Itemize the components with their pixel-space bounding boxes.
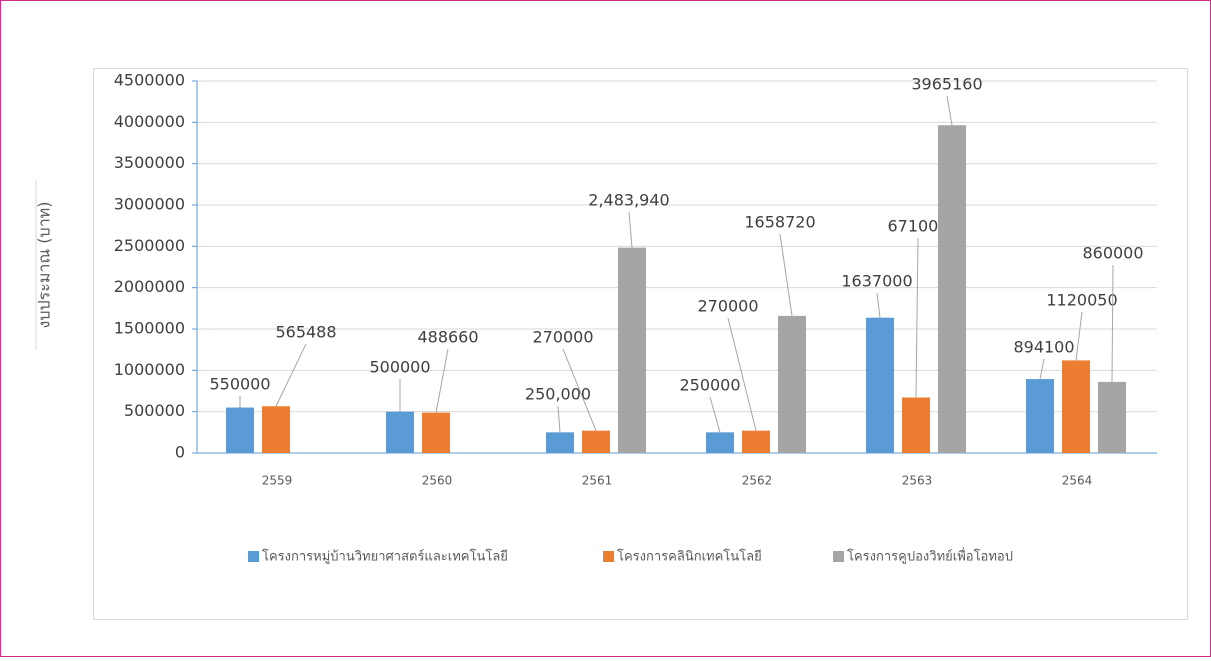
y-tick-label: 1500000 [114, 319, 185, 338]
leader-line [557, 405, 561, 433]
x-tick-label: 2562 [742, 474, 773, 488]
legend-label: โครงการคลินิกเทคโนโลยี [617, 549, 762, 565]
y-tick-label: 500000 [124, 401, 185, 420]
leader-line [876, 292, 881, 318]
leader-line [435, 348, 449, 413]
data-label: 550000 [209, 375, 270, 394]
x-tick-label: 2559 [262, 474, 293, 488]
leader-line [946, 95, 953, 126]
leader-line [1039, 358, 1045, 380]
legend-swatch [603, 551, 614, 562]
bar [742, 430, 770, 453]
leader-line [275, 343, 307, 407]
data-label: 565488 [275, 323, 336, 342]
bar [1026, 379, 1054, 453]
bar [938, 125, 966, 453]
data-label: 270000 [697, 297, 758, 316]
bar [546, 432, 574, 453]
bar [422, 412, 450, 453]
bar [1098, 381, 1126, 453]
data-label: 488660 [417, 328, 478, 347]
data-label: 250000 [679, 376, 740, 395]
data-label: 500000 [369, 358, 430, 377]
y-tick-label: 4000000 [114, 112, 185, 131]
leader-line [779, 233, 793, 316]
leader-line [628, 211, 633, 248]
bar [706, 432, 734, 453]
y-tick-label: 1000000 [114, 360, 185, 379]
bar [582, 430, 610, 453]
data-label: 1658720 [744, 213, 815, 232]
bar [866, 317, 894, 453]
legend-swatch [833, 551, 844, 562]
legend-label: โครงการหมู่บ้านวิทยาศาสตร์และเทคโนโลยี [262, 549, 508, 565]
bar [778, 315, 806, 453]
bar [618, 247, 646, 453]
bar [902, 397, 930, 453]
data-label: 3965160 [911, 75, 982, 94]
y-tick-label: 3000000 [114, 195, 185, 214]
y-tick-label: 0 [175, 443, 185, 462]
legend-label: โครงการคูปองวิทย์เพื่อโอทอป [847, 548, 1013, 565]
legend-swatch [248, 551, 259, 562]
bar [226, 407, 254, 453]
data-label: 250,000 [525, 385, 591, 404]
x-tick-label: 2560 [422, 474, 453, 488]
y-tick-label: 3500000 [114, 153, 185, 172]
leader-line [915, 237, 919, 398]
bar [386, 411, 414, 453]
data-label: 2,483,940 [588, 191, 669, 210]
data-label: 894100 [1013, 338, 1074, 357]
bar [262, 406, 290, 453]
y-axis-title: งบประมาณ (บาท) [35, 202, 54, 329]
chart-area [93, 68, 1188, 620]
y-tick-label: 2500000 [114, 236, 185, 255]
leader-line [1075, 311, 1083, 361]
x-tick-label: 2564 [1062, 474, 1093, 488]
data-label: 671000 [887, 217, 948, 236]
leader-line [709, 396, 721, 433]
y-tick-label: 4500000 [114, 71, 185, 90]
x-tick-label: 2561 [582, 474, 613, 488]
bar [1062, 360, 1090, 453]
y-tick-label: 2000000 [114, 277, 185, 296]
data-label: 1637000 [841, 272, 912, 291]
data-label: 270000 [532, 328, 593, 347]
data-label: 1120050 [1046, 291, 1117, 310]
leader-line [727, 317, 757, 431]
data-label: 860000 [1082, 244, 1143, 263]
x-tick-label: 2563 [902, 474, 933, 488]
leader-line [562, 348, 597, 431]
leader-line [1111, 264, 1114, 382]
